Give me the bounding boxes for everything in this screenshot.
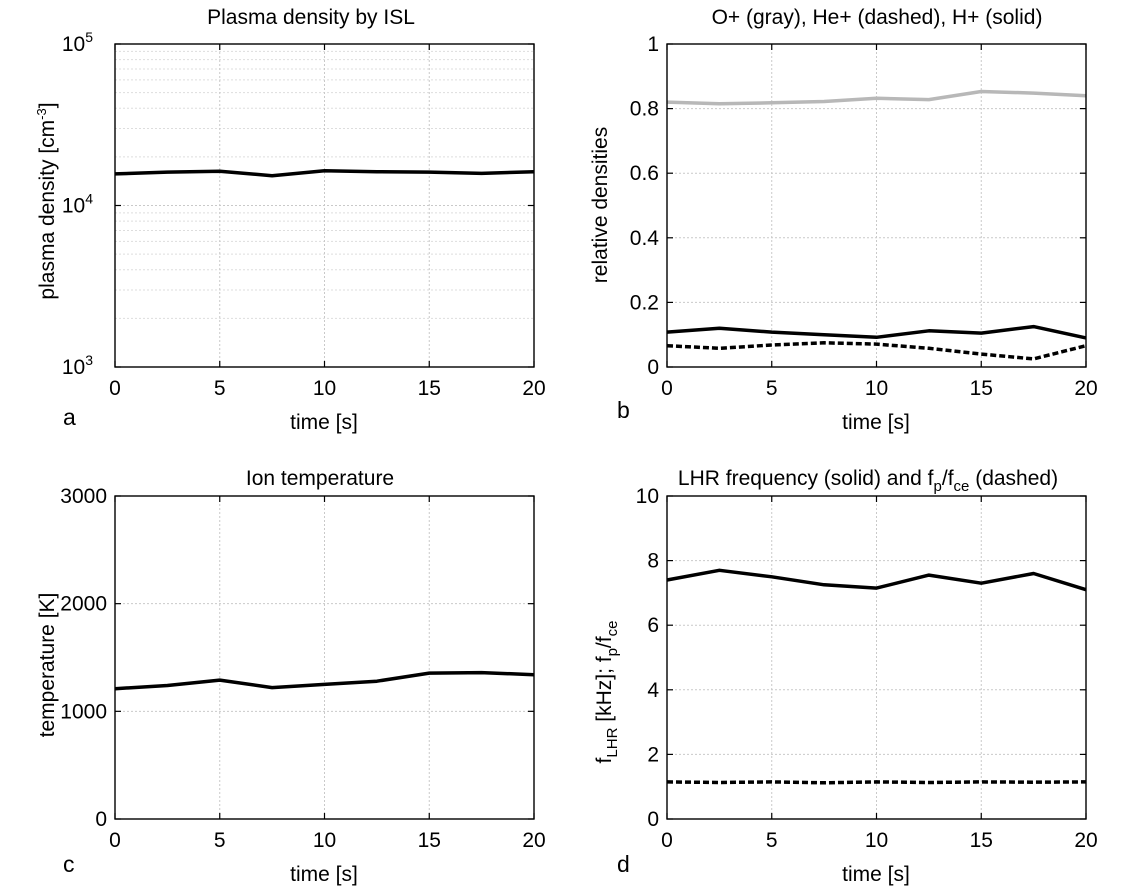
x-tick-label: 20 [522,829,545,852]
panel-d-title-sub2: ce [954,478,970,495]
series-line-3 [666,324,1087,340]
y-tick-label: 6 [647,614,659,637]
x-tick-label: 10 [865,829,888,852]
y-tick-label: 105 [62,29,93,56]
x-tick-label: 15 [418,377,441,400]
series-line-1 [666,89,1087,106]
y-tick-label: 0 [647,808,659,831]
panel-c-title: Ion temperature [246,467,394,490]
panel-b-xlabel: time [s] [842,411,910,434]
panel-d-xlabel: time [s] [842,863,910,886]
panel-d-title-sub1: p [934,478,942,495]
y-tick-label: 1000 [60,700,107,723]
y-tick-label: 10 [636,485,659,508]
y-tick-label: 0 [647,356,659,379]
panel-d-ylabel-slash: /f [593,636,616,648]
panel-d-grid [666,495,1087,820]
panel-d-title-pre: LHR frequency (solid) and f [678,467,934,490]
y-tick-label: 104 [62,191,93,218]
panel-d: 0 2 4 6 8 10 0 5 10 15 20 LHR frequency (solid) an… [593,467,1098,886]
panel-c-grid [114,495,535,820]
panel-d-ylabel-mid: [kHz]; f [593,656,616,727]
series-line-1 [114,169,535,178]
x-tick-label: 0 [661,377,673,400]
panel-a-ylabel-end: ] [36,102,59,108]
x-tick-label: 15 [970,829,993,852]
x-tick-label: 10 [313,829,336,852]
x-tick-label: 20 [1074,377,1097,400]
panel-d-ylabel-sub2: p [604,648,621,656]
panel-a-title: Plasma density by ISL [207,6,415,29]
panel-d-ylabel-sub3: ce [604,621,621,637]
panel-b-ylabel: relative densities [589,127,612,283]
y-tick-label: 0 [95,808,107,831]
panel-c-letter: c [63,851,75,877]
series-line-2 [666,341,1087,361]
y-tick-label: 0.8 [630,98,659,121]
y-tick-label: 1 [647,33,659,56]
series-line-2 [666,780,1087,785]
panel-a-ylabel: plasma density [cm-3] [34,102,59,299]
x-tick-label: 0 [109,377,121,400]
panel-d-letter: d [617,851,630,877]
y-tick-label: 0.4 [630,227,660,250]
x-tick-label: 0 [661,829,673,852]
y-tick-label: 0.2 [630,291,659,314]
x-tick-label: 0 [109,829,121,852]
y-tick-label: 2000 [60,593,107,616]
panel-c-xlabel: time [s] [290,863,358,886]
panel-a-ylabel-sup: -3 [34,108,49,120]
panel-d-title-mid: /f [942,467,954,490]
panel-b-title: O+ (gray), He+ (dashed), H+ (solid) [712,6,1043,29]
panel-d-ylabel-f: f [593,757,616,763]
series-line-1 [114,670,535,691]
panel-d-series [666,568,1087,785]
panel-d-title: LHR frequency (solid) and fp/fce (dashed… [678,467,1058,495]
panel-b: 00.20.40.60.810 5 10 15 20 O+ (gray), He+ (d… [589,6,1098,434]
panel-b-series [666,89,1087,361]
panel-d-ylabel: fLHR [kHz]; fp/fce [593,621,621,764]
panel-a-grid [114,43,535,368]
x-tick-label: 10 [313,377,336,400]
panel-a-ylabel-main: plasma density [cm [36,120,59,300]
panel-a-xlabel: time [s] [290,411,358,434]
x-tick-label: 20 [1074,829,1097,852]
x-tick-label: 20 [522,377,545,400]
x-tick-label: 5 [766,829,778,852]
y-tick-label: 0.6 [630,162,659,185]
y-tick-label: 3000 [60,485,107,508]
panel-c: 0 1000 2000 3000 0 5 10 15 20 Ion temperature ti… [36,467,546,886]
x-tick-label: 10 [865,377,888,400]
panel-d-title-post: (dashed) [969,467,1058,490]
x-tick-label: 15 [418,829,441,852]
x-tick-label: 5 [214,377,226,400]
x-tick-label: 5 [214,829,226,852]
y-tick-label: 2 [647,743,659,766]
x-tick-label: 5 [766,377,778,400]
y-tick-label: 103 [62,352,93,379]
panel-a-ticks: 103 104 105 0 5 10 15 20 [62,29,546,400]
panel-d-ticks: 0 2 4 6 8 10 0 5 10 15 20 [636,485,1098,852]
panel-d-ylabel-sub1: LHR [604,727,621,757]
y-tick-label: 8 [647,550,659,573]
series-line-1 [666,568,1087,592]
panel-c-ylabel: temperature [K] [36,593,59,738]
panel-a-letter: a [63,404,76,430]
panel-c-series [114,670,535,691]
panel-c-ticks: 0 1000 2000 3000 0 5 10 15 20 [60,485,545,852]
y-tick-label: 4 [647,679,659,702]
x-tick-label: 15 [970,377,993,400]
panel-b-ticks: 00.20.40.60.810 5 10 15 20 [630,33,1098,400]
panel-b-letter: b [617,397,630,423]
panel-a-series [114,169,535,178]
